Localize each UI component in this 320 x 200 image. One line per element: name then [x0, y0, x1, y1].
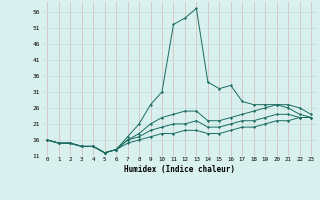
X-axis label: Humidex (Indice chaleur): Humidex (Indice chaleur) — [124, 165, 235, 174]
